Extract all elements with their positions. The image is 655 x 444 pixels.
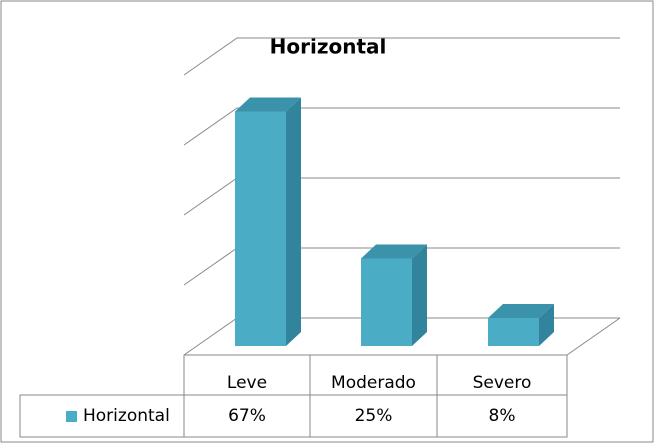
x-tick-label: Moderado <box>331 373 416 393</box>
bar-side <box>412 244 427 346</box>
floor-edge <box>566 317 621 356</box>
x-tick-label: Leve <box>227 373 267 393</box>
bar-side <box>286 97 301 346</box>
value-label: 67% <box>228 406 266 426</box>
grid-line <box>183 107 620 146</box>
bar-top <box>361 244 427 259</box>
bar <box>361 258 412 346</box>
bar-top <box>488 304 554 318</box>
value-label: 8% <box>489 406 516 426</box>
bar <box>488 318 539 346</box>
bar <box>235 111 286 346</box>
value-label: 25% <box>355 406 393 426</box>
bar-top <box>235 97 301 112</box>
x-tick-label: Severo <box>473 373 532 393</box>
legend-swatch <box>66 411 77 422</box>
legend-label: Horizontal <box>83 406 170 426</box>
grid-line <box>183 37 620 76</box>
table-legend-cell <box>19 394 185 438</box>
